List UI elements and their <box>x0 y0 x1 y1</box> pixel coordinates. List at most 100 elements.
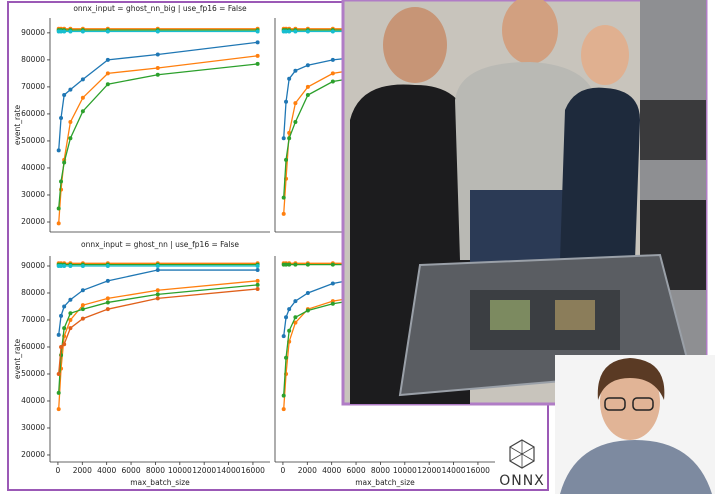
data-point <box>284 356 288 360</box>
y-tick-label: 80000 <box>21 55 45 64</box>
x-tick-label: 10000 <box>168 466 192 475</box>
data-point <box>331 71 335 75</box>
data-point <box>57 206 61 210</box>
data-point <box>331 263 335 267</box>
x-tick-label: 8000 <box>146 466 165 475</box>
data-point <box>59 179 63 183</box>
data-point <box>59 116 63 120</box>
data-point <box>62 326 66 330</box>
y-tick-label: 40000 <box>21 396 45 405</box>
data-point <box>62 93 66 97</box>
data-point <box>106 30 110 34</box>
x-tick-label: 2000 <box>73 466 92 475</box>
page: onnx_input = ghost_nn_big | use_fp16 = F… <box>0 0 721 494</box>
data-point <box>284 100 288 104</box>
data-point <box>106 279 110 283</box>
x-tick-label: 4000 <box>97 466 116 475</box>
data-point <box>106 71 110 75</box>
data-point <box>68 326 72 330</box>
data-point <box>106 300 110 304</box>
data-point <box>287 263 291 267</box>
data-point <box>62 304 66 308</box>
x-tick-label: 12000 <box>417 466 441 475</box>
data-point <box>156 264 160 268</box>
x-tick-label: 16000 <box>241 466 265 475</box>
y-tick-label: 30000 <box>21 190 45 199</box>
x-tick-label: 10000 <box>393 466 417 475</box>
data-point <box>282 212 286 216</box>
x-tick-label: 16000 <box>466 466 490 475</box>
data-point <box>156 66 160 70</box>
data-point <box>306 63 310 67</box>
x-tick-label: 2000 <box>298 466 317 475</box>
data-point <box>106 307 110 311</box>
data-point <box>106 82 110 86</box>
data-point <box>282 394 286 398</box>
y-tick-label: 80000 <box>21 288 45 297</box>
data-point <box>57 372 61 376</box>
data-point <box>287 136 291 140</box>
data-point <box>287 329 291 333</box>
data-point <box>306 263 310 267</box>
data-point <box>282 334 286 338</box>
group-photo <box>343 0 706 404</box>
data-point <box>331 282 335 286</box>
data-point <box>81 96 85 100</box>
data-point <box>293 299 297 303</box>
data-point <box>68 120 72 124</box>
x-tick-label: 12000 <box>192 466 216 475</box>
y-tick-label: 70000 <box>21 82 45 91</box>
data-point <box>68 88 72 92</box>
data-point <box>156 52 160 56</box>
portrait-photo <box>555 355 715 494</box>
y-tick-label: 20000 <box>21 217 45 226</box>
data-point <box>284 158 288 162</box>
y-tick-label: 50000 <box>21 136 45 145</box>
data-point <box>68 311 72 315</box>
data-point <box>68 298 72 302</box>
data-point <box>256 264 260 268</box>
data-point <box>293 69 297 73</box>
data-point <box>293 263 297 267</box>
data-point <box>81 109 85 113</box>
data-point <box>68 30 72 34</box>
data-point <box>256 62 260 66</box>
data-point <box>284 315 288 319</box>
data-point <box>287 307 291 311</box>
x-axis-label: max_batch_size <box>130 478 190 487</box>
x-tick-label: 14000 <box>442 466 466 475</box>
y-tick-label: 50000 <box>21 369 45 378</box>
data-point <box>106 264 110 268</box>
data-point <box>331 302 335 306</box>
data-point <box>256 283 260 287</box>
data-point <box>293 101 297 105</box>
y-tick-label: 90000 <box>21 261 45 270</box>
x-tick-label: 4000 <box>322 466 341 475</box>
x-tick-label: 14000 <box>217 466 241 475</box>
data-point <box>57 391 61 395</box>
data-point <box>156 292 160 296</box>
y-tick-label: 40000 <box>21 163 45 172</box>
data-point <box>156 73 160 77</box>
data-point <box>293 30 297 34</box>
data-point <box>282 136 286 140</box>
y-tick-label: 20000 <box>21 450 45 459</box>
data-point <box>256 279 260 283</box>
data-point <box>256 287 260 291</box>
data-point <box>306 30 310 34</box>
logo-text: ONNX <box>499 473 545 489</box>
data-point <box>62 30 66 34</box>
y-tick-label: 60000 <box>21 109 45 118</box>
x-tick-label: 0 <box>56 466 61 475</box>
y-tick-label: 70000 <box>21 315 45 324</box>
data-point <box>331 79 335 83</box>
x-tick-label: 8000 <box>371 466 390 475</box>
data-point <box>59 345 63 349</box>
data-point <box>59 314 63 318</box>
data-point <box>68 318 72 322</box>
data-point <box>306 309 310 313</box>
y-tick-label: 60000 <box>21 342 45 351</box>
data-point <box>156 288 160 292</box>
data-point <box>106 296 110 300</box>
data-point <box>156 30 160 34</box>
